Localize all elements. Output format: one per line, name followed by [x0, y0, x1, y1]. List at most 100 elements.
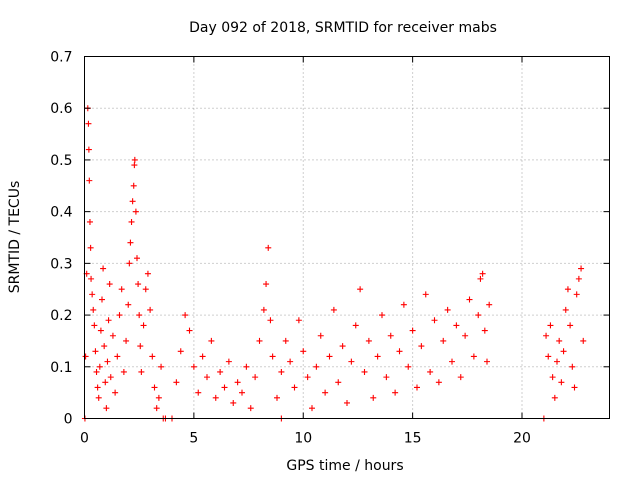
chart-title: Day 092 of 2018, SRMTID for receiver mab…: [189, 20, 497, 36]
y-axis-label: SRMTID / TECUs: [7, 181, 23, 294]
y-tick-label: 0.3: [50, 256, 72, 272]
data-point: [431, 317, 438, 324]
data-point: [578, 265, 585, 272]
data-point: [313, 363, 320, 370]
data-point: [126, 260, 133, 267]
data-point: [256, 337, 263, 344]
axis-ticks: 0 0.1 0.2 0.3 0.4 0.5 0.6 0.7 0 5 10 15 20: [50, 50, 610, 447]
data-point: [155, 394, 162, 401]
data-point: [470, 353, 477, 360]
data-point: [486, 301, 493, 308]
y-tick-label: 0.7: [50, 50, 72, 66]
data-point: [114, 353, 121, 360]
data-point: [123, 337, 130, 344]
data-point: [549, 374, 556, 381]
data-point: [135, 281, 142, 288]
data-point: [409, 327, 416, 334]
data-point: [449, 358, 455, 365]
data-point: [134, 255, 140, 262]
data-point: [352, 322, 359, 329]
data-point: [125, 301, 132, 308]
data-point: [142, 286, 149, 293]
data-point: [392, 389, 399, 396]
data-point: [462, 332, 469, 339]
x-tick-label: 10: [294, 431, 312, 447]
data-point: [569, 363, 576, 370]
data-point: [551, 394, 558, 401]
data-point: [130, 182, 137, 189]
data-point: [85, 146, 92, 153]
data-point: [204, 374, 210, 381]
data-point: [427, 368, 434, 375]
x-tick-label: 20: [513, 431, 531, 447]
data-point: [120, 368, 127, 375]
data-point: [558, 379, 565, 386]
data-point: [379, 312, 385, 319]
data-point: [190, 363, 197, 370]
data-point: [153, 405, 160, 412]
data-point: [560, 348, 567, 355]
data-point: [317, 332, 324, 339]
data-point: [182, 312, 189, 319]
data-point: [304, 374, 311, 381]
data-point: [86, 218, 93, 225]
data-point: [94, 384, 101, 391]
data-point: [414, 384, 420, 391]
data-point: [208, 337, 215, 344]
data-point: [435, 379, 442, 386]
data-point: [580, 337, 587, 344]
x-tick-label: 0: [80, 431, 89, 447]
data-point: [263, 281, 270, 288]
data-point: [365, 337, 372, 344]
data-point: [466, 296, 473, 303]
data-point: [554, 358, 560, 365]
x-axis-label: GPS time / hours: [286, 458, 403, 474]
data-point: [282, 337, 289, 344]
data-point: [265, 244, 272, 251]
data-point: [186, 327, 193, 334]
data-point: [91, 322, 98, 329]
data-point: [477, 275, 484, 282]
data-point: [295, 317, 302, 324]
data-point: [387, 332, 394, 339]
data-point: [199, 353, 206, 360]
data-point: [444, 306, 451, 313]
data-point: [132, 208, 139, 215]
data-point: [252, 374, 259, 381]
x-tick-label: 15: [404, 431, 422, 447]
data-point: [107, 374, 114, 381]
data-point: [87, 244, 94, 251]
data-point: [112, 389, 119, 396]
data-point: [85, 120, 92, 127]
data-point: [267, 317, 274, 324]
data-point: [151, 384, 158, 391]
data-point: [109, 332, 116, 339]
data-point: [90, 306, 97, 313]
data-point: [243, 363, 250, 370]
data-point: [144, 270, 151, 277]
data-point: [136, 312, 143, 319]
data-point: [221, 384, 228, 391]
data-point: [278, 368, 285, 375]
data-point: [453, 322, 460, 329]
data-point: [374, 353, 381, 360]
y-tick-label: 0.5: [50, 153, 72, 169]
data-point: [484, 358, 490, 365]
data-point: [149, 353, 156, 360]
y-tick-label: 0: [64, 412, 73, 428]
data-point: [383, 374, 390, 381]
data-point: [100, 265, 107, 272]
data-point: [127, 239, 134, 246]
data-point: [260, 306, 267, 313]
data-point: [405, 363, 412, 370]
data-point: [361, 368, 368, 375]
data-point: [556, 337, 563, 344]
data-point: [291, 384, 298, 391]
y-tick-label: 0.4: [50, 205, 72, 221]
data-point: [96, 363, 103, 370]
y-tick-label: 0.2: [50, 308, 72, 324]
data-point: [339, 343, 346, 350]
data-point: [562, 306, 569, 313]
data-point: [230, 399, 237, 406]
data-point: [300, 348, 307, 355]
